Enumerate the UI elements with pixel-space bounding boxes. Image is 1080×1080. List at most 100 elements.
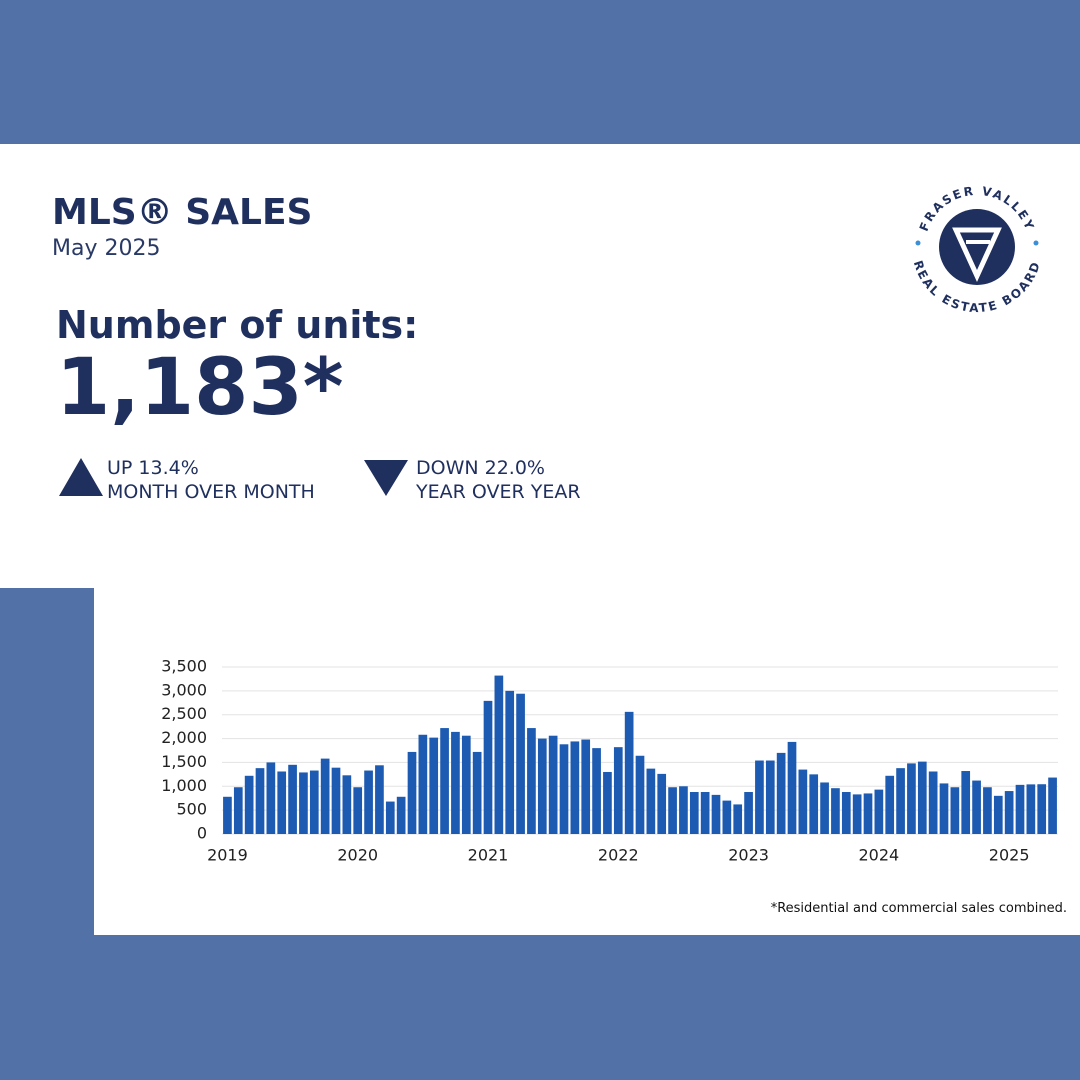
logo-dot xyxy=(915,240,921,246)
stat-line: MONTH OVER MONTH xyxy=(107,481,315,503)
bar xyxy=(472,751,482,834)
bar xyxy=(309,770,319,834)
bar xyxy=(841,792,851,834)
x-tick-label: 2020 xyxy=(337,846,378,865)
stat-line: UP 13.4% xyxy=(107,457,199,479)
bar xyxy=(385,801,395,834)
bar xyxy=(852,794,862,834)
side-band xyxy=(0,588,94,935)
bar xyxy=(722,800,732,834)
bar xyxy=(223,796,232,834)
bar xyxy=(516,693,525,834)
y-tick-label: 3,000 xyxy=(161,680,207,699)
bar xyxy=(451,731,460,834)
bar xyxy=(255,768,265,834)
logo-mark xyxy=(952,227,1002,283)
bar xyxy=(809,774,819,834)
bar xyxy=(559,744,569,834)
x-tick-label: 2025 xyxy=(989,846,1030,865)
bar xyxy=(483,700,493,834)
x-tick-label: 2022 xyxy=(598,846,639,865)
bar xyxy=(342,775,352,834)
stat-line: YEAR OVER YEAR xyxy=(415,481,581,503)
bar xyxy=(700,792,710,834)
y-tick-label: 3,500 xyxy=(161,657,207,676)
bottom-band xyxy=(0,935,1080,1080)
stat-line: DOWN 22.0% xyxy=(416,457,545,479)
bar xyxy=(266,762,276,834)
bar xyxy=(928,771,938,834)
bar xyxy=(461,735,471,834)
bar xyxy=(505,690,515,834)
bar xyxy=(798,769,808,834)
bar xyxy=(950,787,960,834)
bar xyxy=(646,768,656,834)
bar xyxy=(885,775,895,834)
bar xyxy=(396,796,406,834)
bar xyxy=(494,675,504,834)
y-tick-label: 1,000 xyxy=(161,776,207,795)
bar xyxy=(776,752,786,834)
bar xyxy=(635,755,645,834)
bar xyxy=(1048,777,1057,834)
bar xyxy=(592,748,601,834)
x-tick-label: 2021 xyxy=(468,846,509,865)
bar xyxy=(537,738,547,834)
bar xyxy=(548,735,558,834)
bar xyxy=(407,751,417,834)
up-arrow xyxy=(59,458,103,496)
bar xyxy=(244,775,254,834)
footnote: *Residential and commercial sales combin… xyxy=(771,901,1067,916)
bar xyxy=(375,765,384,834)
bar xyxy=(233,787,243,834)
x-tick-label: 2019 xyxy=(207,846,248,865)
bar xyxy=(1026,784,1036,834)
bar xyxy=(418,734,428,834)
bar xyxy=(711,794,721,834)
bar xyxy=(755,760,764,834)
bar xyxy=(527,728,536,834)
bar xyxy=(679,786,688,834)
chart: 0 500 1,000 1,500 2,000 2,500 3,000 3,500 2019 20… xyxy=(161,657,1058,865)
headline-value: 1,183* xyxy=(56,343,344,433)
bar xyxy=(603,771,612,834)
bar xyxy=(820,782,829,834)
bar xyxy=(744,792,753,834)
y-tick-label: 2,000 xyxy=(161,728,207,747)
title: MLS® SALES xyxy=(52,192,312,233)
subtitle: May 2025 xyxy=(52,236,160,261)
bar xyxy=(288,764,297,834)
bar xyxy=(874,789,884,834)
bar xyxy=(668,787,677,834)
bar xyxy=(1015,784,1025,834)
bar xyxy=(624,711,634,834)
bar xyxy=(320,758,330,834)
bar xyxy=(993,795,1003,834)
bar xyxy=(939,783,949,834)
logo-dot xyxy=(1033,240,1039,246)
bar xyxy=(1037,784,1047,834)
bar xyxy=(907,763,916,834)
bar xyxy=(689,792,699,834)
bar xyxy=(440,728,449,834)
bar xyxy=(277,771,287,834)
bar xyxy=(972,780,981,834)
y-tick-label: 2,500 xyxy=(161,704,207,723)
x-tick-label: 2023 xyxy=(728,846,769,865)
bar xyxy=(429,737,439,834)
bar xyxy=(917,761,927,834)
bar xyxy=(831,788,840,834)
bar xyxy=(787,741,797,834)
bar xyxy=(1004,791,1014,834)
headline-label: Number of units: xyxy=(56,303,418,347)
bar xyxy=(364,770,373,834)
bar xyxy=(765,760,775,834)
down-arrow xyxy=(364,460,408,496)
bar xyxy=(983,787,992,834)
x-tick-label: 2024 xyxy=(858,846,899,865)
bar xyxy=(581,739,591,834)
y-tick-label: 500 xyxy=(176,800,207,819)
bar xyxy=(570,741,580,834)
